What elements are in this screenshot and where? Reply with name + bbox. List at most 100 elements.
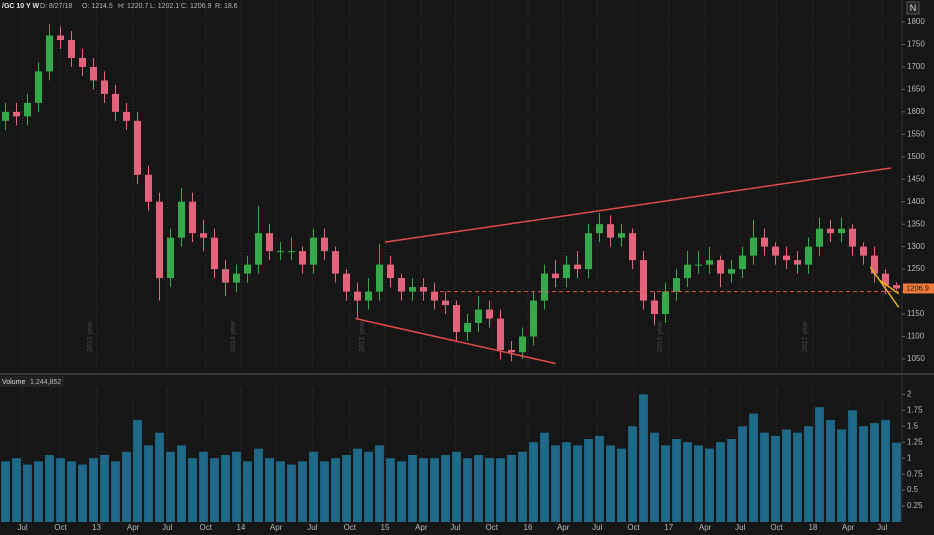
volume-bar	[441, 455, 450, 522]
last-price-label: 1206.9	[906, 283, 929, 292]
volume-bar	[298, 461, 307, 522]
candle-body	[331, 251, 340, 274]
x-tick-label: Jul	[17, 523, 27, 532]
volume-tick-label: 0.5	[907, 485, 919, 494]
x-tick-label: Oct	[199, 523, 212, 532]
candle-body	[793, 260, 802, 265]
x-tick-label: Jul	[450, 523, 460, 532]
x-tick-label: 18	[808, 523, 817, 532]
volume-bar	[419, 458, 428, 522]
candle-body	[166, 237, 175, 279]
volume-bar	[155, 432, 164, 522]
candle-body	[661, 291, 670, 315]
candle-body	[430, 291, 439, 301]
candle-body	[364, 291, 373, 301]
volume-bar	[661, 445, 670, 522]
candle-body	[133, 120, 142, 175]
candle-body	[155, 201, 164, 279]
volume-bar	[584, 439, 593, 522]
x-tick-label: Oct	[770, 523, 783, 532]
volume-bar	[34, 461, 43, 522]
candle-body	[507, 349, 516, 353]
candle-body	[287, 251, 296, 253]
volume-bar	[518, 451, 527, 522]
y-tick-label: 1700	[907, 62, 925, 71]
volume-bar	[562, 442, 571, 522]
volume-bar	[694, 445, 703, 522]
header-close: C: 1206.9	[181, 3, 211, 10]
volume-bar	[12, 458, 21, 522]
year-watermark: 2013 year	[87, 320, 94, 352]
candle-body	[771, 246, 780, 256]
volume-bar	[804, 426, 813, 522]
volume-bar	[375, 445, 384, 522]
symbol: /GC 10 Y W	[2, 3, 39, 10]
candle-body	[595, 224, 604, 234]
candle-body	[408, 287, 417, 292]
volume-bar	[397, 461, 406, 522]
volume-bar	[243, 461, 252, 522]
y-tick-label: 1650	[907, 85, 925, 94]
volume-bar	[881, 419, 890, 522]
volume-bar	[331, 458, 340, 522]
volume-bar	[496, 458, 505, 522]
volume-bar	[474, 455, 483, 522]
y-tick-label: 1600	[907, 107, 925, 116]
y-tick-label: 1100	[907, 332, 925, 341]
header-date: D: 8/27/18	[40, 3, 72, 10]
candle-body	[551, 273, 560, 279]
volume-bar	[716, 442, 725, 522]
volume-bar	[815, 407, 824, 522]
volume-bar	[529, 442, 538, 522]
menu-icon-glyph[interactable]: N	[910, 3, 917, 13]
volume-bar	[100, 455, 109, 522]
volume-tick-label: 1.75	[907, 405, 923, 414]
candle-body	[826, 228, 835, 234]
candle-body	[881, 273, 890, 286]
volume-header	[0, 376, 64, 387]
candle-body	[650, 300, 659, 315]
x-tick-label: Apr	[699, 523, 712, 532]
volume-bar	[507, 455, 516, 522]
year-watermark: 2014 year	[230, 320, 237, 352]
volume-bar	[892, 442, 901, 522]
volume-bar	[826, 419, 835, 522]
y-tick-label: 1350	[907, 219, 925, 228]
volume-bar	[67, 461, 76, 522]
x-tick-label: Apr	[270, 523, 283, 532]
candle-body	[848, 228, 857, 247]
candle-body	[353, 291, 362, 301]
candle-body	[12, 111, 21, 117]
candle-body	[617, 233, 626, 238]
menu-icon[interactable]	[906, 1, 920, 15]
volume-tick-label: 0.75	[907, 469, 923, 478]
candle-body	[100, 80, 109, 94]
volume-bar	[78, 464, 87, 522]
candle-body	[397, 278, 406, 292]
volume-tick-label: 1	[907, 453, 912, 462]
candle-body	[34, 71, 43, 103]
candle-body	[67, 39, 76, 58]
volume-bar	[232, 451, 241, 522]
y-tick-label: 1750	[907, 40, 925, 49]
candle-body	[518, 336, 527, 353]
candle-body	[221, 269, 230, 283]
candle-body	[496, 318, 505, 350]
volume-tick-label: 1.25	[907, 437, 923, 446]
volume-bar	[595, 435, 604, 522]
volume-bar	[45, 455, 54, 522]
volume-current: 1,244,852	[30, 379, 61, 386]
volume-bar	[177, 445, 186, 522]
volume-bar	[1, 461, 10, 522]
volume-bar	[606, 445, 615, 522]
y-tick-label: 1150	[907, 309, 925, 318]
volume-bar	[210, 458, 219, 522]
volume-bar	[837, 429, 846, 522]
x-tick-label: Apr	[842, 523, 855, 532]
volume-bar	[639, 394, 648, 522]
volume-bar	[353, 448, 362, 522]
volume-bar	[309, 451, 318, 522]
candle-body	[859, 246, 868, 256]
candle-body	[276, 251, 285, 253]
